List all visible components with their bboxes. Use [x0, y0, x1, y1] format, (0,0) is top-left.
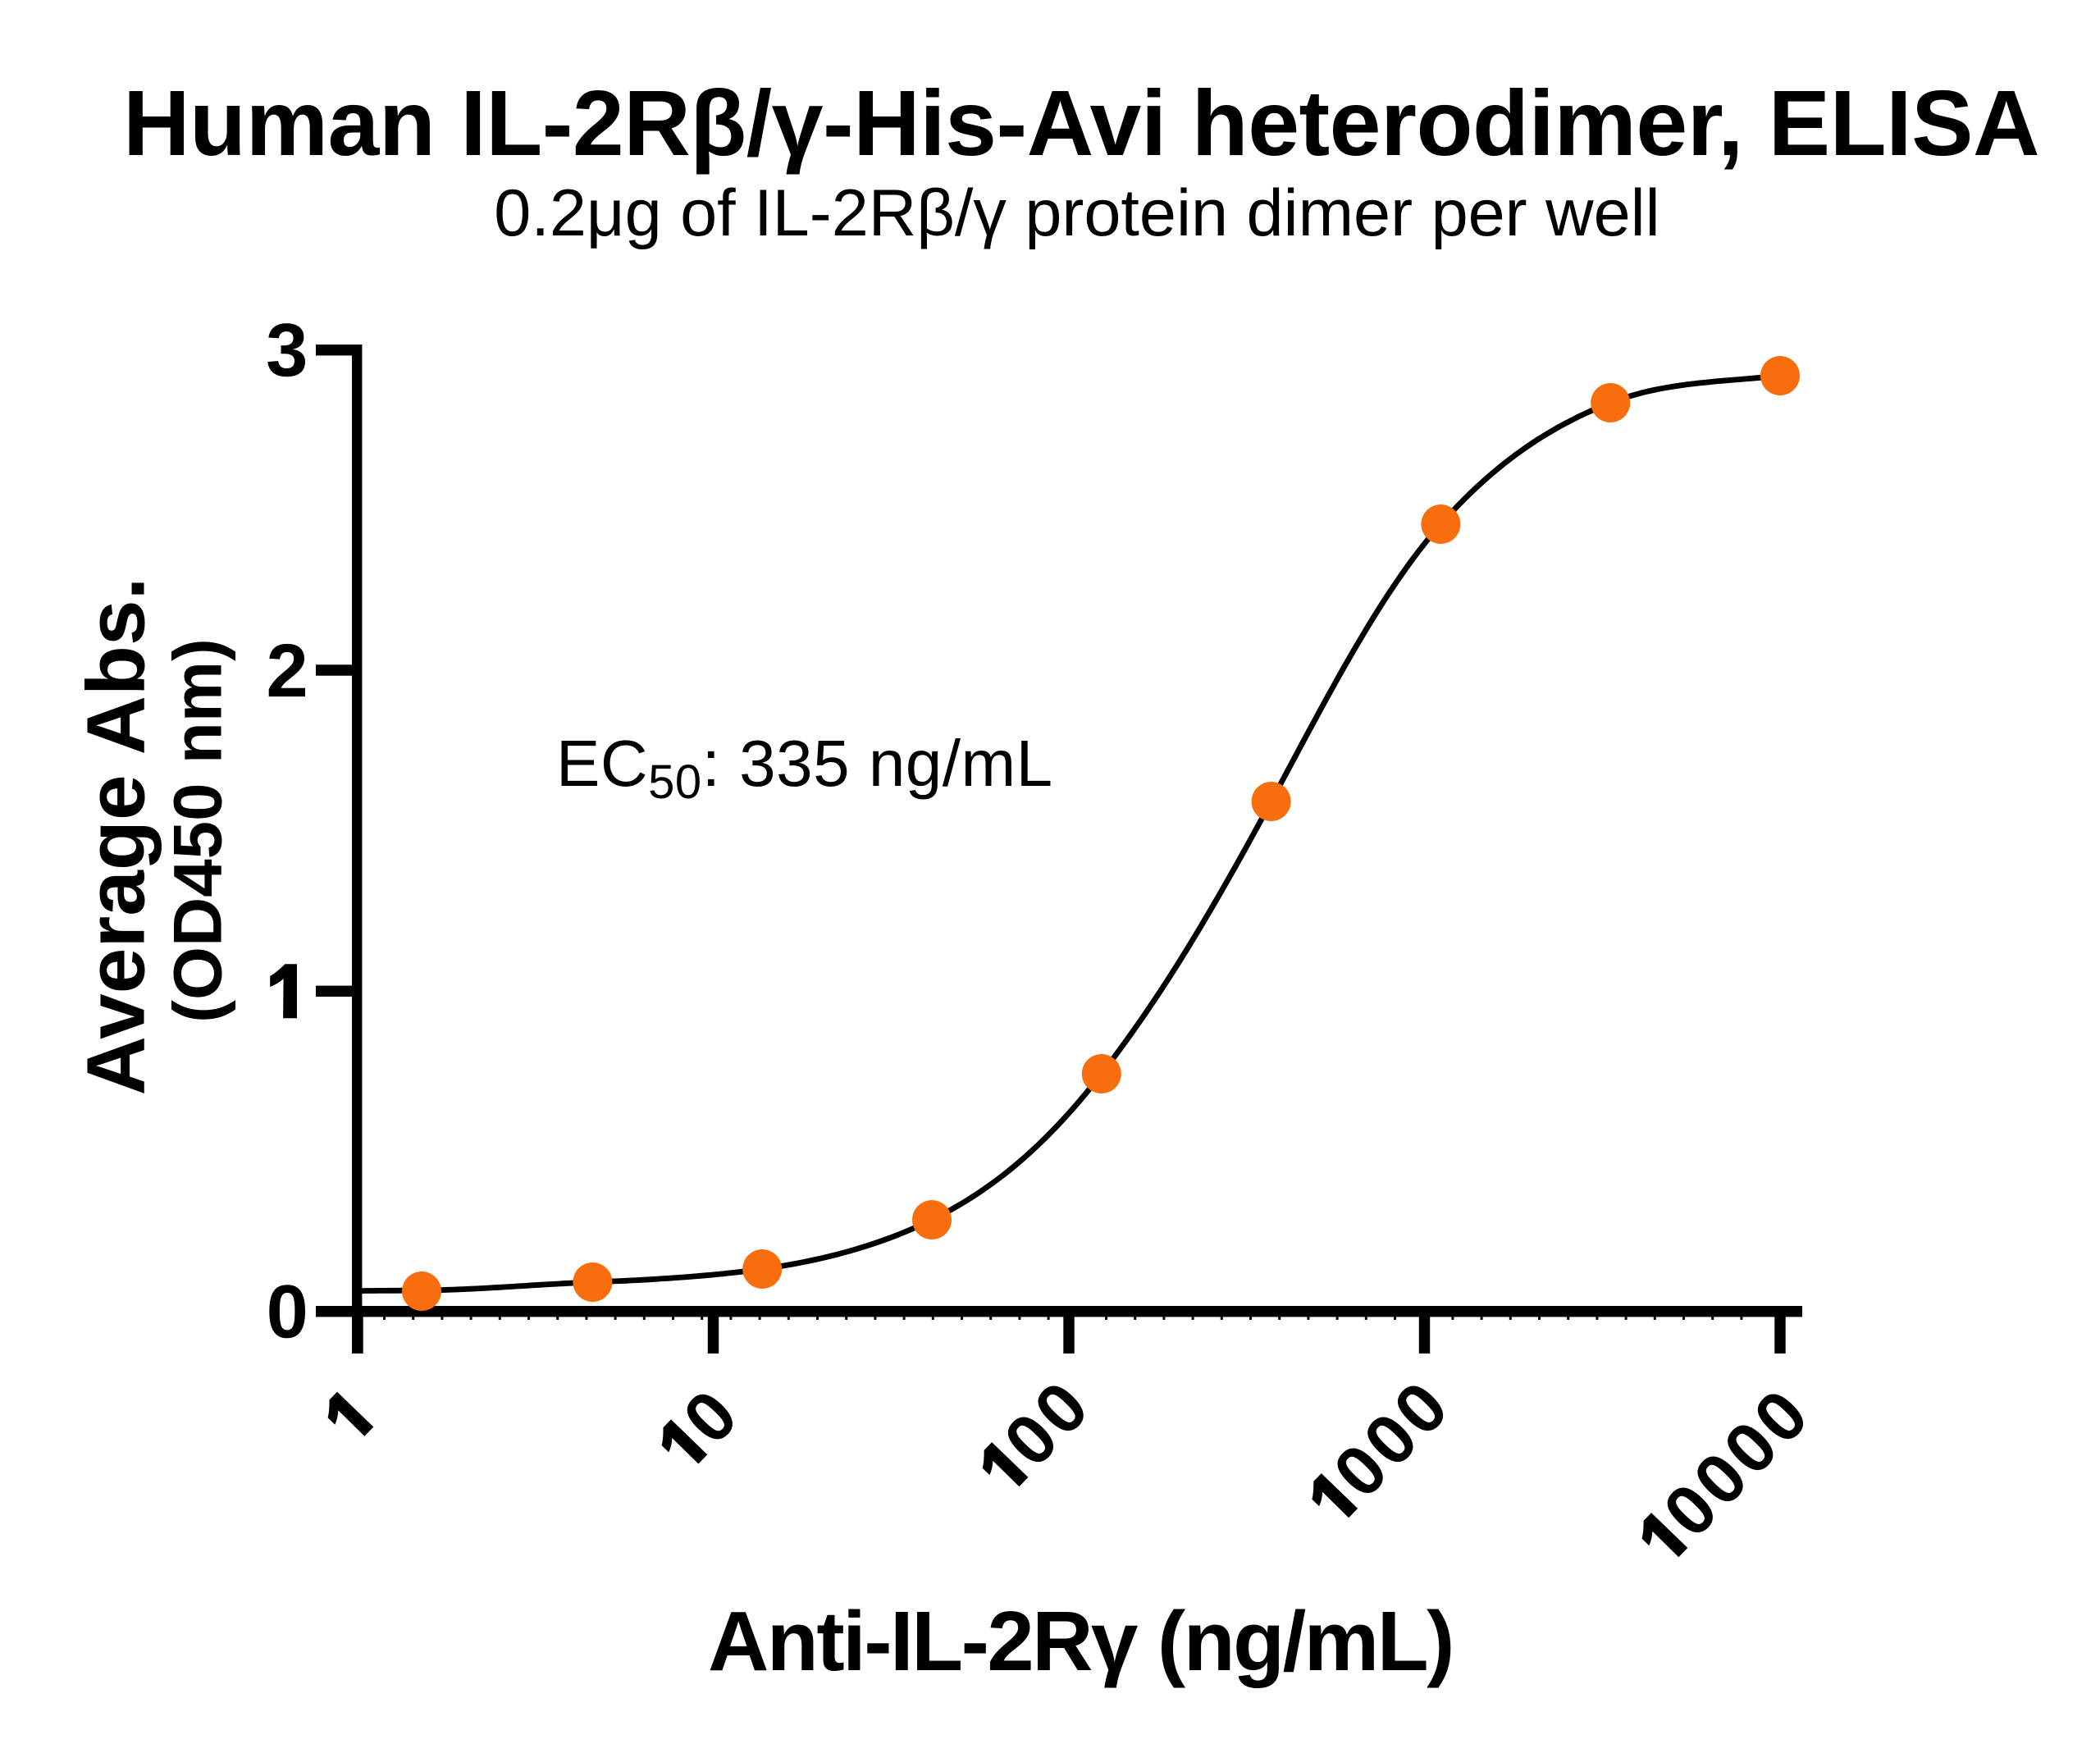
svg-text:Human IL-2Rβ/γ-His-Avi heterod: Human IL-2Rβ/γ-His-Avi heterodimer, ELIS… — [123, 71, 2039, 175]
svg-text:Anti-IL-2Rγ (ng/mL): Anti-IL-2Rγ (ng/mL) — [708, 1594, 1453, 1688]
svg-text:0.2μg of IL-2Rβ/γ protein dime: 0.2μg of IL-2Rβ/γ protein dimer per well — [494, 176, 1659, 250]
svg-text:(OD450 nm): (OD450 nm) — [159, 638, 236, 1023]
svg-text:EC50: 335 ng/mL: EC50: 335 ng/mL — [556, 727, 1053, 809]
svg-text:Average Abs.: Average Abs. — [70, 577, 162, 1096]
